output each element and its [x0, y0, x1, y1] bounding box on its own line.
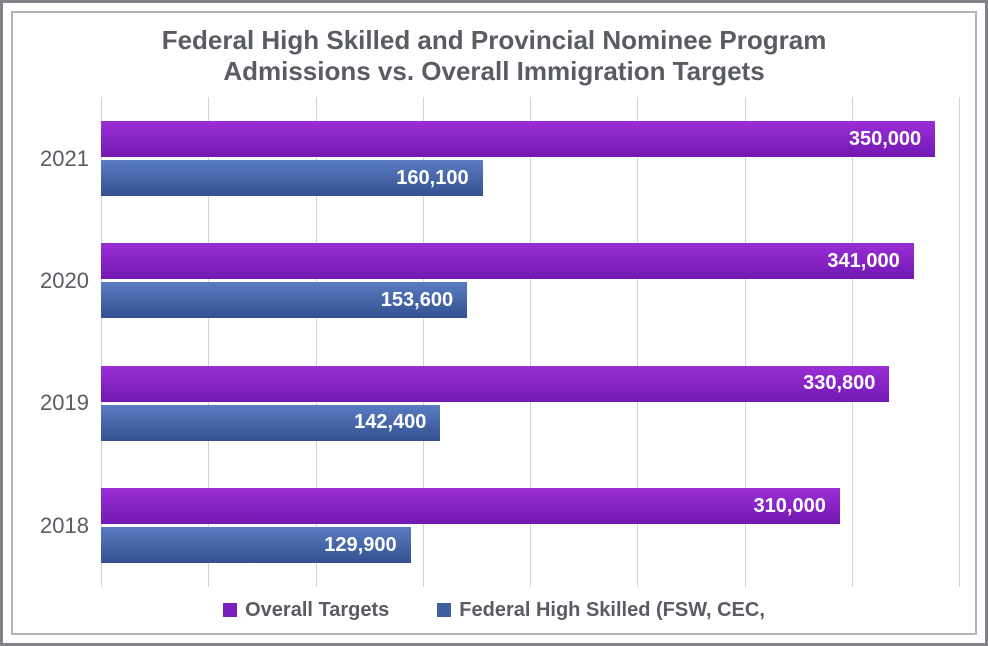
row-2019: 330,800 142,400: [101, 342, 959, 464]
bar-overall-2019: 330,800: [101, 366, 889, 402]
bar-value-label: 310,000: [754, 495, 826, 518]
bar-overall-2020: 341,000: [101, 243, 914, 279]
y-axis: 2021 2020 2019 2018: [29, 97, 101, 587]
chart-title: Federal High Skilled and Provincial Nomi…: [29, 25, 959, 87]
bar-value-label: 153,600: [381, 289, 453, 312]
legend-swatch-federal: [437, 603, 451, 617]
bar-value-label: 350,000: [849, 128, 921, 151]
bar-value-label: 129,900: [324, 534, 396, 557]
bar-value-label: 142,400: [354, 411, 426, 434]
bar-rows: 350,000 160,100 341,000 153,600: [101, 97, 959, 587]
chart-container: Federal High Skilled and Provincial Nomi…: [11, 11, 977, 635]
title-line-2: Admissions vs. Overall Immigration Targe…: [223, 56, 764, 86]
legend-label-overall: Overall Targets: [245, 599, 389, 622]
bar-value-label: 160,100: [396, 167, 468, 190]
y-tick-2021: 2021: [29, 97, 101, 219]
legend-federal: Federal High Skilled (FSW, CEC,: [437, 599, 765, 622]
legend-swatch-overall: [223, 603, 237, 617]
legend: Overall Targets Federal High Skilled (FS…: [29, 587, 959, 633]
row-2020: 341,000 153,600: [101, 220, 959, 342]
y-tick-2019: 2019: [29, 342, 101, 464]
outer-frame: Federal High Skilled and Provincial Nomi…: [0, 0, 988, 646]
bar-overall-2021: 350,000: [101, 121, 935, 157]
plot-area: 2021 2020 2019 2018 350,000 160,100: [29, 97, 959, 587]
bar-federal-2018: 129,900: [101, 527, 411, 563]
bars-region: 350,000 160,100 341,000 153,600: [101, 97, 959, 587]
bar-federal-2019: 142,400: [101, 405, 440, 441]
bar-federal-2021: 160,100: [101, 160, 483, 196]
y-tick-2020: 2020: [29, 220, 101, 342]
legend-label-federal: Federal High Skilled (FSW, CEC,: [459, 599, 765, 622]
bar-value-label: 330,800: [803, 372, 875, 395]
bar-federal-2020: 153,600: [101, 282, 467, 318]
row-2021: 350,000 160,100: [101, 97, 959, 219]
legend-overall: Overall Targets: [223, 599, 389, 622]
y-tick-2018: 2018: [29, 465, 101, 587]
title-line-1: Federal High Skilled and Provincial Nomi…: [162, 25, 827, 55]
bar-value-label: 341,000: [827, 250, 899, 273]
row-2018: 310,000 129,900: [101, 465, 959, 587]
bar-overall-2018: 310,000: [101, 488, 840, 524]
